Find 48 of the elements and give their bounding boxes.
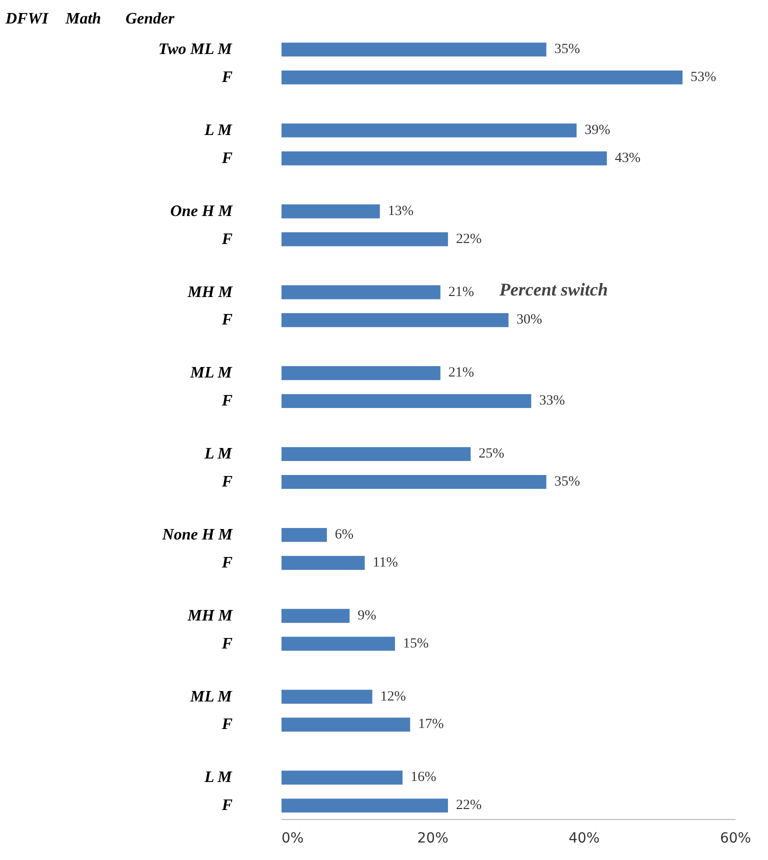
y-tick-label: F [220, 392, 233, 410]
data-label: 15% [403, 636, 429, 652]
y-tick-label: Two ML M [158, 41, 233, 58]
y-tick-label: L M [204, 122, 233, 139]
x-tick-label: 20% [417, 830, 448, 846]
data-label: 22% [456, 798, 482, 814]
y-tick-label: MH M [186, 284, 234, 301]
y-tick-label: F [220, 150, 233, 167]
x-tick-label: 0% [282, 830, 304, 846]
data-label: 35% [554, 42, 580, 58]
y-tick-label: L M [204, 446, 233, 463]
y-tick-label: F [220, 797, 233, 814]
y-tick-label: F [220, 716, 233, 734]
y-tick-label: F [220, 230, 233, 248]
y-tick-label: F [220, 554, 233, 572]
y-tick-label: ML M [189, 688, 233, 706]
x-axis-title: Percent switch [498, 279, 608, 300]
data-label: 13% [388, 204, 414, 219]
data-label: 53% [690, 70, 717, 85]
data-label: 21% [448, 284, 474, 300]
y-tick-label: One H M [170, 202, 234, 220]
data-label: 39% [584, 122, 611, 138]
x-tick-label: 60% [720, 830, 752, 846]
data-label: 43% [614, 150, 641, 166]
data-label: 9% [358, 608, 377, 624]
data-label: 33% [539, 394, 566, 409]
data-label: 21% [448, 366, 474, 381]
data-label: 16% [410, 770, 437, 786]
y-tick-label: None H M [161, 526, 234, 544]
data-label: 25% [478, 446, 505, 462]
data-label: 22% [456, 232, 482, 247]
data-label: 12% [380, 689, 406, 704]
y-tick-label: L M [204, 769, 233, 786]
y-tick-label: F [220, 635, 233, 652]
text: DFWI [4, 10, 49, 28]
y-tick-label: ML M [189, 364, 233, 382]
data-label: 35% [554, 474, 580, 490]
y-tick-label: MH M [186, 607, 234, 624]
data-label: 17% [418, 717, 444, 732]
y-tick-label: F [220, 473, 233, 490]
data-label: 30% [516, 312, 542, 328]
data-label: 6% [334, 527, 354, 542]
y-tick-label: F [220, 312, 233, 329]
text: Gender [126, 10, 176, 28]
data-label: 11% [372, 555, 398, 570]
x-tick-label: 40% [568, 830, 600, 846]
text: Math [64, 10, 102, 28]
y-tick-label: F [220, 68, 233, 86]
